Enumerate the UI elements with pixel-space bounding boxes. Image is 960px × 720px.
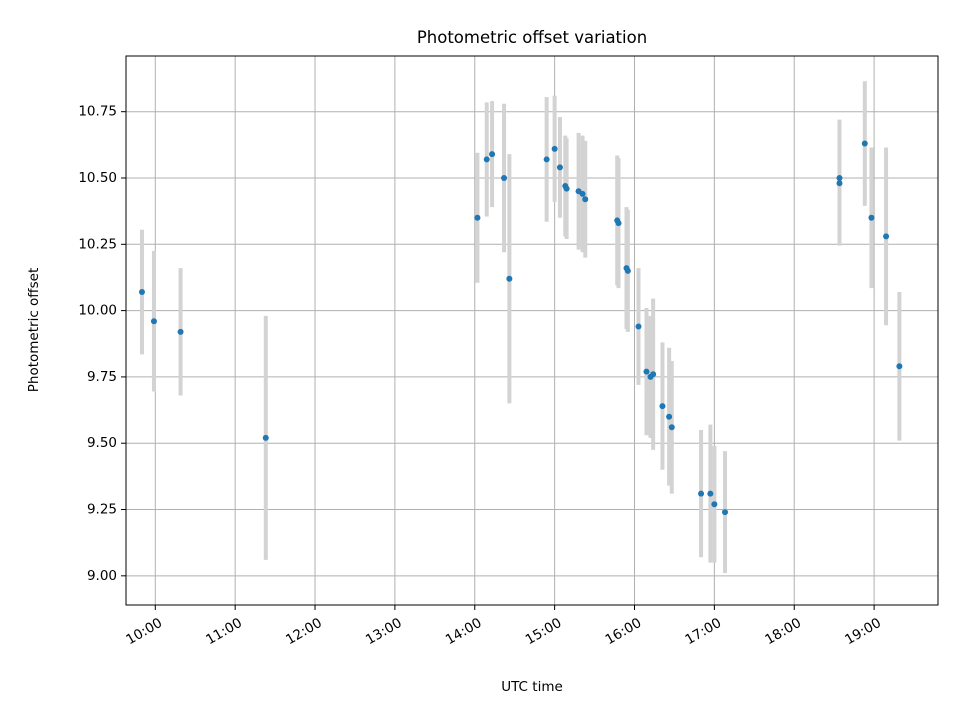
data-point — [643, 368, 650, 375]
x-tick-label: 17:00 — [682, 615, 724, 648]
y-tick-label: 10.25 — [78, 236, 117, 252]
data-point — [177, 328, 184, 335]
plot-frame — [125, 55, 939, 606]
data-point — [489, 151, 496, 158]
data-point — [666, 413, 673, 420]
x-axis-label: UTC time — [501, 679, 563, 695]
x-tick-label: 11:00 — [203, 615, 245, 648]
data-point — [138, 289, 145, 296]
x-tick-label: 18:00 — [762, 615, 804, 648]
y-tick-label: 9.75 — [87, 369, 117, 385]
data-point — [836, 175, 843, 181]
data-point — [474, 214, 481, 221]
data-point — [659, 403, 666, 410]
x-tick-label: 15:00 — [523, 615, 565, 648]
x-tick-label: 10:00 — [123, 615, 165, 648]
y-tick-label: 9.25 — [87, 502, 117, 518]
data-point — [563, 185, 570, 192]
y-axis-label: Photometric offset — [26, 268, 42, 392]
data-point — [883, 233, 890, 240]
data-point — [896, 363, 903, 370]
data-point — [615, 220, 622, 227]
data-point — [707, 490, 714, 497]
y-tick-label: 10.75 — [78, 104, 117, 120]
error-bars — [139, 81, 902, 574]
y-axis-ticks: 9.00 9.25 9.50 9.75 10.00 10.25 10.50 10.75 — [78, 104, 126, 584]
data-point — [262, 434, 269, 441]
x-tick-label: 13:00 — [363, 615, 405, 648]
x-tick-label: 12:00 — [283, 615, 325, 648]
data-point — [711, 501, 718, 508]
x-tick-label: 19:00 — [842, 615, 884, 648]
data-point — [506, 275, 513, 282]
data-point — [543, 156, 550, 163]
x-tick-label: 14:00 — [443, 615, 485, 648]
y-tick-label: 10.50 — [78, 170, 117, 186]
data-point — [150, 318, 157, 325]
data-points — [138, 140, 903, 516]
data-point — [582, 196, 589, 203]
data-point — [668, 424, 675, 431]
data-point — [579, 190, 586, 197]
chart-title: Photometric offset variation — [417, 28, 647, 47]
y-tick-label: 10.00 — [78, 303, 117, 319]
data-point — [650, 371, 657, 378]
data-point — [624, 267, 631, 274]
data-point — [501, 175, 508, 181]
data-point — [635, 323, 642, 330]
data-point — [556, 164, 563, 171]
data-point — [861, 140, 868, 147]
data-point — [551, 145, 558, 152]
data-point — [698, 490, 705, 497]
data-point — [868, 214, 875, 221]
x-tick-label: 16:00 — [603, 615, 645, 648]
y-tick-label: 9.50 — [87, 435, 117, 451]
x-axis-ticks: 10:00 11:00 12:00 13:00 14:00 15:00 16:00 17:00… — [123, 605, 884, 648]
grid — [126, 56, 938, 605]
y-tick-label: 9.00 — [87, 568, 117, 584]
data-point — [836, 180, 843, 187]
data-point — [722, 509, 729, 516]
data-point — [483, 156, 490, 163]
